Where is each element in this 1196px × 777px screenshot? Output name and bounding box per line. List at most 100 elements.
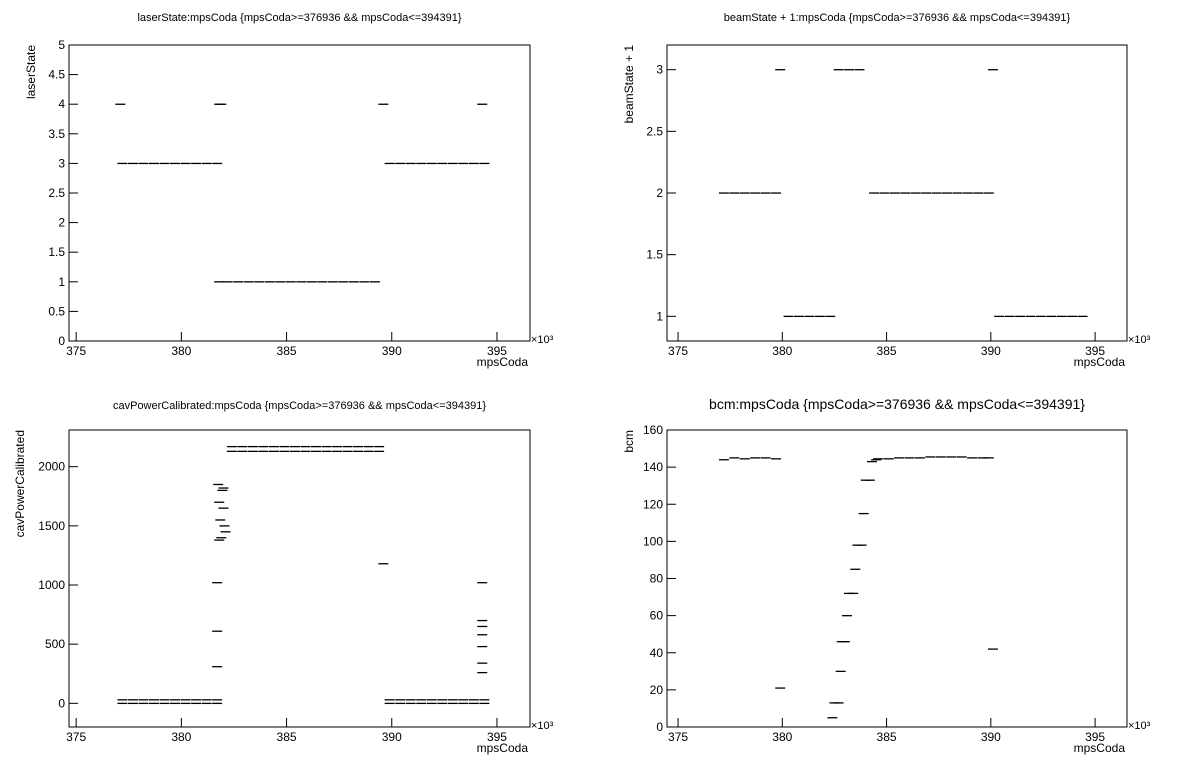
point [479, 699, 490, 701]
x-tick-label: 375 [66, 730, 86, 744]
point [793, 315, 804, 318]
point [317, 281, 328, 283]
point [138, 702, 149, 705]
y-tick-label: 140 [643, 460, 663, 474]
y-tick-label: 100 [643, 534, 663, 548]
point [374, 445, 385, 448]
point [437, 162, 448, 165]
x-tick-label: 380 [171, 730, 191, 744]
x-tick-label: 385 [277, 344, 297, 358]
point [900, 192, 911, 194]
point [237, 445, 248, 448]
y-axis-label: laserState [24, 45, 38, 99]
point [956, 456, 967, 458]
point [384, 162, 395, 165]
x-multiplier: ×10³ [1128, 720, 1151, 732]
point [977, 457, 988, 459]
point [477, 634, 488, 636]
point [321, 445, 332, 448]
y-tick-label: 160 [643, 423, 663, 437]
point [342, 450, 353, 452]
point [447, 702, 458, 705]
point [477, 619, 488, 622]
point [289, 445, 300, 448]
point [718, 192, 729, 194]
y-tick-label: 1000 [38, 578, 65, 592]
y-tick-label: 0 [58, 696, 65, 710]
y-tick-label: 3.5 [48, 127, 65, 141]
point [384, 702, 395, 705]
point [117, 702, 128, 705]
y-tick-label: 2 [656, 186, 663, 200]
y-tick-label: 1 [58, 275, 65, 289]
y-tick-label: 120 [643, 497, 663, 511]
point [426, 162, 437, 165]
point [835, 670, 846, 673]
point [395, 162, 406, 165]
point [258, 445, 269, 448]
point [458, 699, 469, 701]
y-tick-label: 2 [58, 216, 65, 230]
point [739, 192, 750, 194]
point [904, 457, 915, 459]
y-tick-label: 3 [58, 156, 65, 170]
x-tick-label: 395 [1085, 344, 1105, 358]
x-tick-label: 380 [171, 344, 191, 358]
point [983, 192, 994, 194]
point [718, 459, 729, 461]
point [477, 103, 488, 105]
point [180, 162, 191, 165]
point [477, 645, 488, 648]
point [729, 192, 740, 194]
x-multiplier: ×10³ [1128, 334, 1151, 346]
y-axis-label: cavPowerCalibrated [13, 430, 27, 537]
point [247, 450, 258, 452]
point [952, 192, 963, 194]
y-axis-label: bcm [622, 430, 636, 453]
point [285, 281, 296, 283]
point [416, 162, 427, 165]
x-axis-label: mpsCoda [477, 741, 529, 755]
point [1035, 315, 1046, 318]
y-tick-label: 0.5 [48, 304, 65, 318]
point [405, 162, 416, 165]
point [212, 582, 223, 584]
point [201, 162, 212, 165]
point [159, 699, 170, 701]
point [254, 281, 265, 283]
point [946, 456, 957, 458]
point [212, 702, 223, 705]
point [405, 699, 416, 701]
chart-title: beamState + 1:mpsCoda {mpsCoda>=376936 &… [724, 12, 1071, 24]
point [447, 699, 458, 701]
point [827, 717, 838, 719]
point [914, 457, 925, 459]
chart-title: bcm:mpsCoda {mpsCoda>=376936 && mpsCoda<… [709, 396, 1085, 412]
point [369, 281, 380, 283]
point [962, 192, 973, 194]
x-multiplier: ×10³ [531, 334, 554, 346]
point [378, 563, 389, 565]
point [931, 192, 942, 194]
point [217, 489, 228, 492]
point [170, 699, 181, 701]
point [477, 671, 488, 674]
point [1025, 315, 1036, 318]
point [879, 192, 890, 194]
point [858, 512, 869, 515]
point [215, 519, 226, 521]
plot-frame [666, 429, 1128, 728]
point [332, 445, 343, 448]
point [311, 445, 322, 448]
point [967, 457, 978, 459]
x-axis-label: mpsCoda [1074, 355, 1126, 369]
point [864, 479, 875, 481]
point [739, 458, 750, 460]
point [201, 702, 212, 705]
point [1004, 315, 1015, 318]
point [216, 103, 227, 105]
x-tick-label: 380 [772, 344, 792, 358]
point [869, 192, 880, 194]
point [1015, 315, 1026, 318]
